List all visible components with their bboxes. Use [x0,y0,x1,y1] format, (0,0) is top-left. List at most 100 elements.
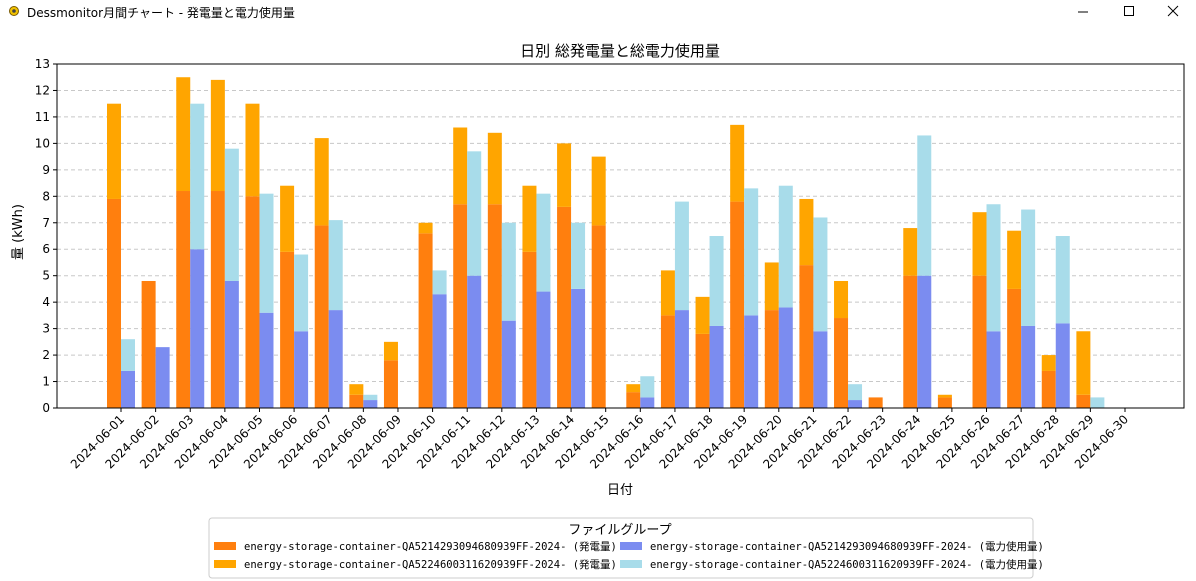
bar-series-3 [536,291,551,408]
legend-label: energy-storage-container-QA5224600311620… [650,558,1044,571]
bar-series-3 [432,294,447,408]
y-tick-label: 8 [42,189,50,203]
bar-series-1 [107,198,121,408]
bar-series-2 [1041,355,1056,371]
legend-label: energy-storage-container-QA5214293094680… [650,540,1044,553]
bar-series-1 [383,360,398,408]
bar-series-1 [660,315,675,408]
legend-swatch [214,560,236,568]
y-tick-label: 0 [42,401,50,415]
bar-series-2 [487,132,502,205]
bar-series-1 [799,265,814,408]
bar-series-1 [280,251,295,408]
bar-series-2 [557,143,572,207]
bar-series-2 [176,77,191,192]
bar-series-3 [1055,323,1070,408]
bar-series-2 [591,156,606,226]
bar-series-2 [418,222,433,234]
bar-series-2 [314,138,329,226]
bar-series-4 [467,151,482,276]
bar-series-1 [418,233,433,408]
bar-series-1 [557,206,572,408]
bar-series-3 [674,310,689,408]
bar-series-2 [695,296,710,334]
chart-title: 日別 総発電量と総電力使用量 [520,42,720,60]
y-tick-label: 11 [35,110,50,124]
bar-series-2 [245,103,260,197]
bar-series-4 [224,148,239,281]
legend-title: ファイルグループ [568,523,671,538]
bar-series-4 [1055,236,1070,324]
bar-series-1 [834,318,849,408]
minimize-button[interactable] [1060,0,1106,24]
bar-series-3 [1021,325,1036,408]
y-tick-label: 4 [42,295,50,309]
bar-series-3 [709,325,724,408]
y-tick-label: 7 [42,216,50,230]
bar-series-1 [764,310,779,408]
y-axis-title: 量 (kWh) [11,204,26,260]
legend-label: energy-storage-container-QA5214293094680… [244,540,617,553]
y-tick-label: 5 [42,269,50,283]
y-tick-label: 12 [35,83,50,97]
bar-series-3 [294,331,309,408]
bar-series-3 [121,370,135,408]
bar-series-4 [328,220,343,311]
maximize-icon [1124,6,1134,16]
bar-series-2 [280,185,295,252]
bar-series-4 [432,270,447,295]
bar-series-1 [903,275,918,408]
bar-series-3 [190,249,205,408]
bar-series-2 [107,103,121,199]
bar-series-3 [501,320,516,408]
bar-series-3 [744,315,759,408]
bar-series-3 [917,275,932,408]
bar-series-2 [522,185,537,252]
bar-series-4 [1090,397,1105,408]
bar-series-3 [224,280,239,408]
bar-series-4 [294,254,309,332]
bar-series-4 [744,188,759,316]
plot-frame [56,63,1185,409]
bar-series-1 [453,204,468,408]
maximize-button[interactable] [1106,0,1152,24]
minimize-icon [1078,11,1088,13]
bar-series-4 [986,204,1001,332]
bar-series-3 [363,400,378,408]
bar-series-1 [1041,370,1056,408]
bar-series-1 [1007,288,1022,408]
bar-series-2 [972,212,987,276]
bar-series-1 [245,196,260,408]
bar-series-2 [349,384,364,395]
legend-label: energy-storage-container-QA5224600311620… [244,558,617,571]
bar-series-1 [591,225,606,408]
bar-series-4 [778,185,793,308]
close-button[interactable] [1150,0,1196,24]
legend-swatch [620,542,642,550]
y-tick-label: 2 [42,348,50,362]
y-tick-label: 6 [42,242,50,256]
legend-swatch [620,560,642,568]
bar-series-4 [709,236,724,326]
bar-series-4 [813,217,828,332]
window-titlebar: Dessmonitor月間チャート - 発電量と電力使用量 [0,0,1196,24]
bar-series-2 [1076,331,1091,395]
app-icon [9,6,19,16]
bar-series-2 [834,280,849,319]
bar-series-3 [467,275,482,408]
bar-series-2 [383,341,398,361]
close-icon [1167,5,1179,17]
bar-series-2 [903,228,918,276]
y-tick-label: 9 [42,163,50,177]
legend-swatch [214,542,236,550]
bar-series-1 [522,251,537,408]
bar-series-1 [972,275,987,408]
bar-series-4 [363,394,378,401]
bar-series-3 [848,400,863,408]
bar-series-4 [259,193,274,313]
y-tick-label: 1 [42,375,50,389]
bar-series-4 [190,103,205,250]
bar-series-3 [986,331,1001,408]
bar-series-4 [571,222,586,289]
